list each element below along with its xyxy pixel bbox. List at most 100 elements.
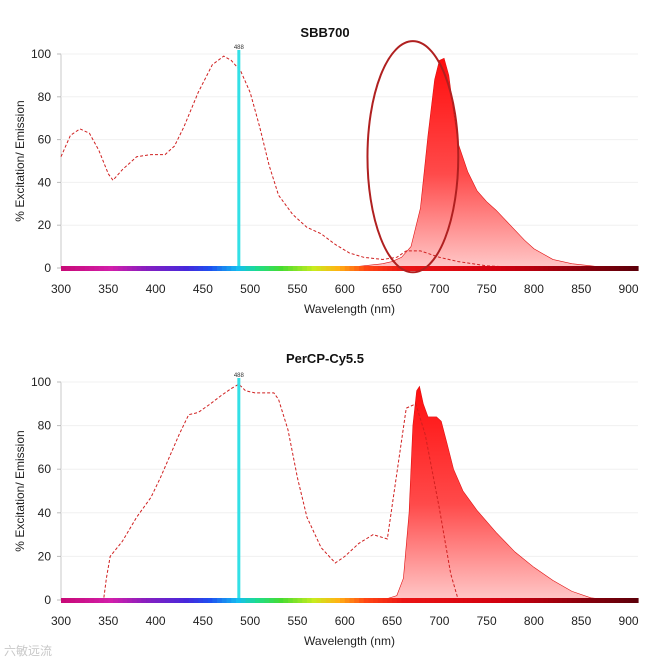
x-tick-label: 900 bbox=[619, 614, 639, 628]
y-tick-label: 0 bbox=[44, 593, 51, 607]
annotation-ellipse bbox=[366, 40, 460, 274]
spectrum-segment bbox=[340, 266, 346, 271]
spectrum-segment bbox=[410, 598, 417, 603]
x-tick-label: 400 bbox=[146, 282, 166, 296]
spectrum-segment bbox=[141, 266, 147, 271]
spectrum-segment bbox=[98, 266, 105, 271]
spectrum-segment bbox=[543, 598, 549, 603]
spectrum-segment bbox=[183, 266, 190, 271]
spectrum-segment bbox=[226, 598, 232, 603]
spectrum-segment bbox=[212, 266, 218, 271]
spectrum-segment bbox=[633, 598, 639, 603]
excitation-line bbox=[61, 383, 638, 601]
spectrum-segment bbox=[463, 266, 469, 271]
spectrum-segment bbox=[193, 266, 199, 271]
spectrum-segment bbox=[543, 266, 549, 271]
spectrum-segment bbox=[439, 266, 445, 271]
chart-panel-percp-cy55: PerCP-Cy5.5 0 20 40 60 80 100 % Excitation/ Emi… bbox=[0, 330, 652, 660]
x-tick-label: 600 bbox=[335, 282, 355, 296]
spectrum-segment bbox=[387, 266, 393, 271]
spectrum-segment bbox=[221, 266, 228, 271]
spectrum-segment bbox=[453, 598, 459, 603]
spectrum-segment bbox=[160, 598, 166, 603]
spectrum-segment bbox=[160, 266, 166, 271]
spectrum-segment bbox=[373, 598, 379, 603]
spectrum-segment bbox=[278, 598, 284, 603]
spectrum-segment bbox=[524, 598, 530, 603]
spectrum-segment bbox=[61, 598, 67, 603]
spectrum-segment bbox=[165, 266, 171, 271]
spectrum-segment bbox=[193, 598, 199, 603]
x-tick-label: 350 bbox=[98, 614, 118, 628]
spectrum-segment bbox=[401, 266, 407, 271]
spectrum-segment bbox=[524, 266, 530, 271]
spectrum-segment bbox=[259, 598, 265, 603]
spectrum-segment bbox=[368, 266, 374, 271]
spectrum-segment bbox=[463, 598, 469, 603]
spectrum-segment bbox=[392, 598, 398, 603]
spectrum-segment bbox=[491, 266, 497, 271]
spectrum-segment bbox=[344, 598, 351, 603]
spectrum-segment bbox=[131, 598, 138, 603]
spectrum-segment bbox=[254, 266, 261, 271]
spectrum-segment bbox=[75, 266, 81, 271]
spectrum-segment bbox=[103, 598, 109, 603]
spectrum-segment bbox=[217, 266, 223, 271]
spectrum-segment bbox=[562, 598, 568, 603]
spectrum-segment bbox=[425, 598, 431, 603]
spectrum-segment bbox=[344, 266, 351, 271]
spectrum-segment bbox=[434, 598, 440, 603]
excitation-line bbox=[60, 55, 638, 269]
spectrum-segment bbox=[425, 266, 431, 271]
spectrum-segment bbox=[231, 266, 237, 271]
spectrum-segment bbox=[70, 598, 76, 603]
y-tick-label: 20 bbox=[38, 549, 52, 563]
spectrum-segment bbox=[297, 598, 303, 603]
spectrum-segment bbox=[396, 266, 403, 271]
spectrum-segment bbox=[306, 598, 313, 603]
spectrum-segment bbox=[288, 266, 294, 271]
spectrum-segment bbox=[136, 598, 143, 603]
spectrum-segment bbox=[585, 266, 592, 271]
spectrum-segment bbox=[406, 598, 412, 603]
spectrum-segment bbox=[548, 266, 554, 271]
spectrum-segment bbox=[533, 598, 540, 603]
x-tick-label: 550 bbox=[287, 282, 307, 296]
spectrum-segment bbox=[231, 598, 237, 603]
x-tick-label: 750 bbox=[477, 614, 497, 628]
spectrum-segment bbox=[392, 266, 398, 271]
spectrum-segment bbox=[330, 266, 336, 271]
spectrum-segment bbox=[444, 266, 450, 271]
spectrum-segment bbox=[458, 598, 464, 603]
spectrum-segment bbox=[557, 266, 563, 271]
spectrum-segment bbox=[533, 266, 540, 271]
spectrum-segment bbox=[448, 598, 455, 603]
spectrum-segment bbox=[273, 266, 280, 271]
x-tick-label: 400 bbox=[146, 614, 166, 628]
spectrum-segment bbox=[415, 266, 422, 271]
y-tick-label: 100 bbox=[31, 47, 51, 61]
spectrum-segment bbox=[306, 266, 313, 271]
spectrum-segment bbox=[600, 266, 606, 271]
spectrum-segment bbox=[354, 266, 360, 271]
spectrum-bar bbox=[61, 598, 639, 603]
spectrum-segment bbox=[500, 598, 507, 603]
spectrum-segment bbox=[245, 598, 251, 603]
y-tick-label: 60 bbox=[38, 133, 52, 147]
y-tick-label: 80 bbox=[38, 90, 52, 104]
spectrum-segment bbox=[358, 266, 365, 271]
spectrum-segment bbox=[292, 598, 299, 603]
spectrum-segment bbox=[467, 598, 474, 603]
spectrum-segment bbox=[117, 266, 124, 271]
spectrum-segment bbox=[169, 598, 176, 603]
spectrum-segment bbox=[623, 266, 630, 271]
spectrum-segment bbox=[311, 598, 317, 603]
spectrum-segment bbox=[292, 266, 299, 271]
spectrum-segment bbox=[235, 598, 242, 603]
spectrum-bar bbox=[61, 266, 639, 271]
spectrum-segment bbox=[297, 266, 303, 271]
x-tick-label: 700 bbox=[429, 282, 449, 296]
y-axis-label: % Excitation/ Emission bbox=[13, 430, 27, 551]
spectrum-segment bbox=[70, 266, 76, 271]
spectrum-segment bbox=[496, 266, 502, 271]
